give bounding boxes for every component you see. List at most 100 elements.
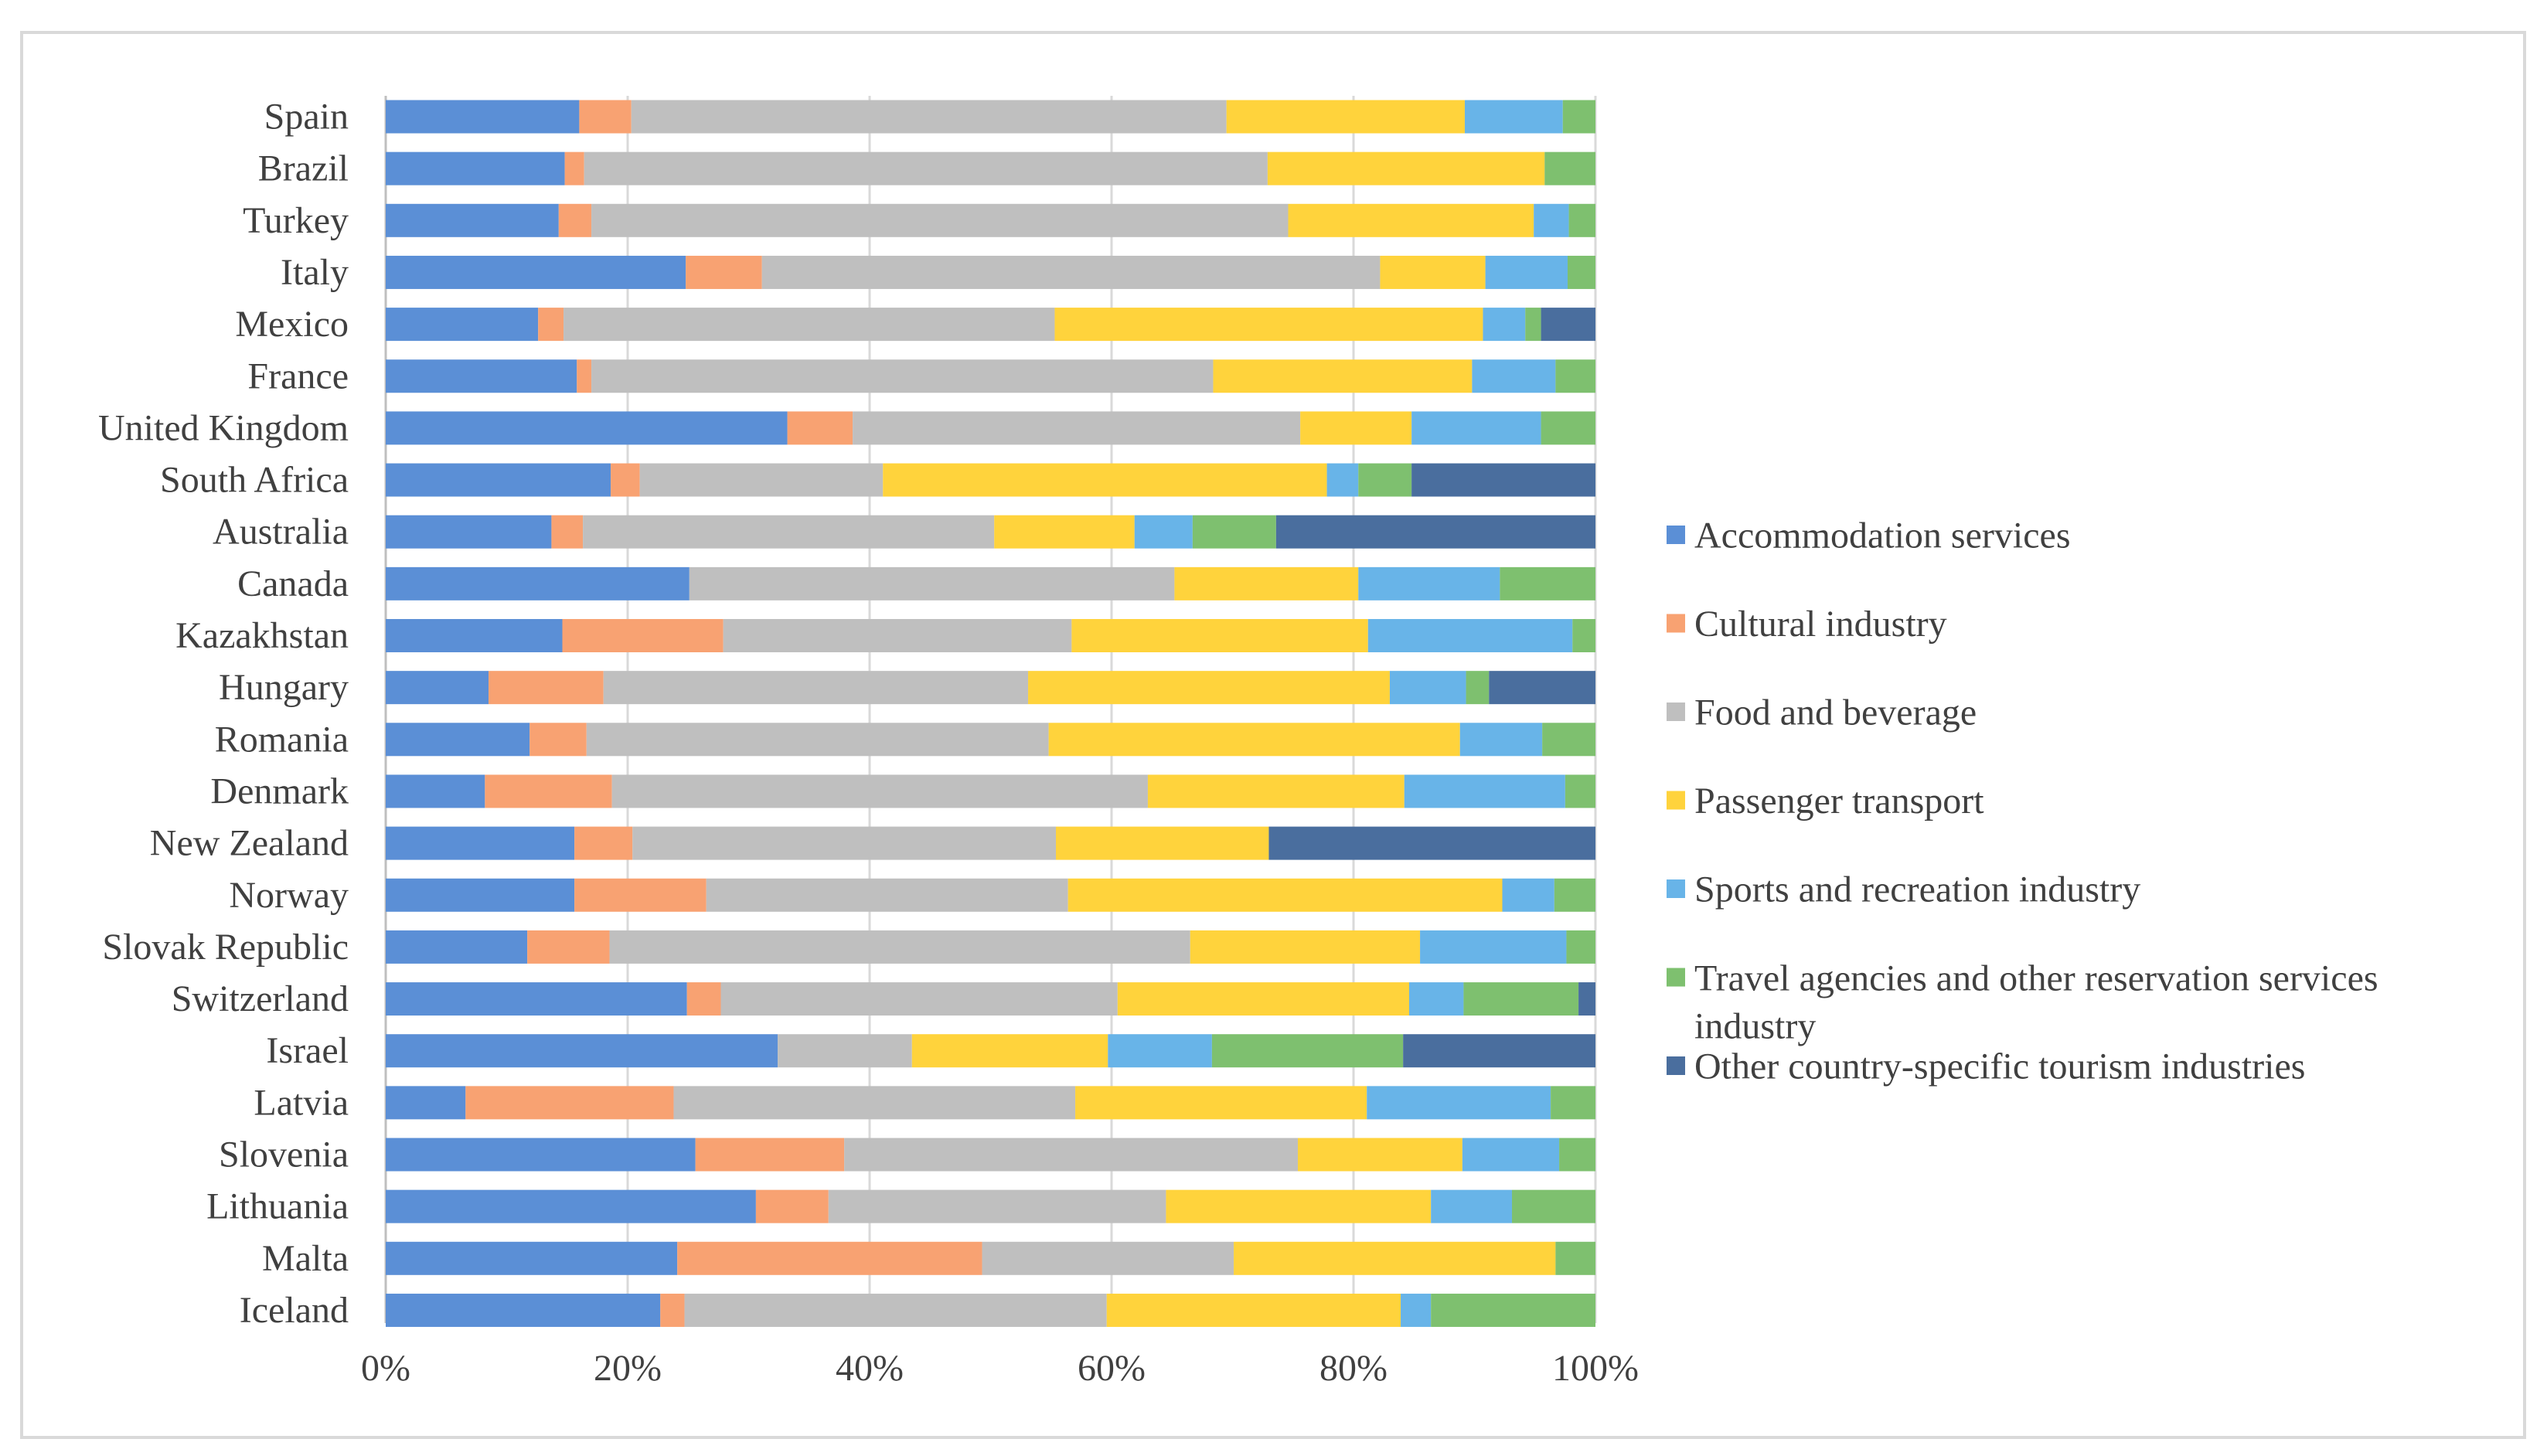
category-label-canada: Canada [237, 563, 349, 604]
bar-kazakhstan-sports-and-recreation-industry [1367, 619, 1573, 652]
bar-kazakhstan-cultural-industry [562, 619, 724, 652]
bar-italy-accommodation-services [386, 255, 686, 289]
bar-australia-passenger-transport [994, 515, 1135, 549]
legend-swatch-travel-agencies-and-other-reservation-services-industry [1667, 968, 1685, 987]
bar-iceland-food-and-beverage [684, 1293, 1107, 1327]
bar-slovak-republic-travel-agencies-and-other-reservation-services-industry [1566, 930, 1595, 964]
legend-label-accommodation-services: Accommodation services [1694, 515, 2071, 556]
category-label-lithuania: Lithuania [206, 1186, 349, 1227]
bar-australia-accommodation-services [386, 515, 552, 549]
bar-latvia-food-and-beverage [673, 1086, 1076, 1120]
legend-swatch-other-country-specific-tourism-industries [1667, 1056, 1685, 1075]
x-tick-label-80: 80% [1319, 1348, 1388, 1389]
bar-italy-food-and-beverage [761, 255, 1381, 289]
legend-swatch-cultural-industry [1667, 614, 1685, 633]
legend-swatch-sports-and-recreation-industry [1667, 879, 1685, 898]
legend-label-other-country-specific-tourism-industries: Other country-specific tourism industrie… [1694, 1046, 2305, 1087]
bar-mexico-travel-agencies-and-other-reservation-services-industry [1525, 308, 1541, 342]
bar-norway-food-and-beverage [706, 878, 1068, 912]
bar-lithuania-sports-and-recreation-industry [1431, 1189, 1513, 1223]
bar-spain-accommodation-services [386, 100, 580, 134]
bar-romania-food-and-beverage [586, 723, 1049, 757]
bar-segments [386, 100, 1595, 1327]
x-tick-label-0: 0% [361, 1348, 410, 1389]
bar-new-zealand-other-country-specific-tourism-industries [1268, 826, 1595, 860]
category-label-united-kingdom: United Kingdom [98, 407, 349, 448]
bar-united-kingdom-sports-and-recreation-industry [1411, 411, 1541, 445]
x-tick-labels: 0% 20% 40% 60% 80% 100% [361, 1348, 1639, 1389]
bar-united-kingdom-cultural-industry [787, 411, 853, 445]
bar-malta-accommodation-services [386, 1241, 678, 1275]
bar-south-africa-cultural-industry [611, 463, 640, 497]
bar-lithuania-cultural-industry [755, 1189, 829, 1223]
bar-malta-cultural-industry [677, 1241, 982, 1275]
bar-south-africa-travel-agencies-and-other-reservation-services-industry [1358, 463, 1412, 497]
bar-australia-food-and-beverage [583, 515, 995, 549]
bar-malta-passenger-transport [1234, 1241, 1556, 1275]
category-label-iceland: Iceland [240, 1290, 349, 1331]
bar-brazil-cultural-industry [564, 151, 584, 185]
bar-france-sports-and-recreation-industry [1472, 359, 1556, 393]
bar-switzerland-passenger-transport [1117, 982, 1409, 1016]
category-label-slovak-republic: Slovak Republic [102, 927, 349, 968]
bar-iceland-sports-and-recreation-industry [1401, 1293, 1432, 1327]
bar-kazakhstan-food-and-beverage [723, 619, 1072, 652]
bar-slovak-republic-sports-and-recreation-industry [1420, 930, 1567, 964]
bar-hungary-sports-and-recreation-industry [1389, 671, 1466, 705]
bar-brazil-food-and-beverage [584, 151, 1268, 185]
bar-turkey-cultural-industry [558, 203, 592, 237]
bar-slovak-republic-accommodation-services [386, 930, 528, 964]
bar-south-africa-food-and-beverage [639, 463, 884, 497]
bar-romania-cultural-industry [529, 723, 587, 757]
bar-slovenia-cultural-industry [695, 1138, 845, 1172]
bar-mexico-passenger-transport [1054, 308, 1483, 342]
legend-label-food-and-beverage: Food and beverage [1694, 692, 1977, 733]
bar-slovenia-food-and-beverage [844, 1138, 1299, 1172]
bar-latvia-accommodation-services [386, 1086, 466, 1120]
bar-switzerland-accommodation-services [386, 982, 687, 1016]
bar-turkey-food-and-beverage [591, 203, 1289, 237]
bar-romania-passenger-transport [1048, 723, 1460, 757]
legend-swatch-accommodation-services [1667, 526, 1685, 544]
legend-label-cultural-industry: Cultural industry [1694, 604, 1947, 645]
bar-israel-sports-and-recreation-industry [1108, 1034, 1212, 1068]
bar-slovenia-passenger-transport [1298, 1138, 1462, 1172]
bar-iceland-passenger-transport [1106, 1293, 1401, 1327]
bar-canada-sports-and-recreation-industry [1358, 566, 1500, 600]
bar-new-zealand-passenger-transport [1056, 826, 1269, 860]
bar-lithuania-travel-agencies-and-other-reservation-services-industry [1512, 1189, 1595, 1223]
legend-swatch-passenger-transport [1667, 791, 1685, 810]
category-label-kazakhstan: Kazakhstan [175, 615, 349, 656]
bar-norway-passenger-transport [1067, 878, 1503, 912]
category-label-italy: Italy [281, 252, 349, 293]
bar-france-food-and-beverage [591, 359, 1214, 393]
bar-hungary-other-country-specific-tourism-industries [1489, 671, 1595, 705]
bar-malta-travel-agencies-and-other-reservation-services-industry [1555, 1241, 1595, 1275]
bar-france-accommodation-services [386, 359, 577, 393]
bar-france-passenger-transport [1213, 359, 1473, 393]
bar-turkey-passenger-transport [1288, 203, 1534, 237]
legend-label-sports-and-recreation-industry: Sports and recreation industry [1694, 869, 2140, 910]
bar-iceland-cultural-industry [660, 1293, 685, 1327]
bar-latvia-passenger-transport [1075, 1086, 1367, 1120]
bar-hungary-accommodation-services [386, 671, 489, 705]
bar-turkey-accommodation-services [386, 203, 559, 237]
bar-australia-sports-and-recreation-industry [1134, 515, 1193, 549]
category-label-denmark: Denmark [210, 771, 349, 811]
category-label-hungary: Hungary [219, 667, 349, 708]
bar-australia-travel-agencies-and-other-reservation-services-industry [1192, 515, 1276, 549]
bar-norway-travel-agencies-and-other-reservation-services-industry [1554, 878, 1595, 912]
legend: Accommodation services Cultural industry F… [1667, 515, 2378, 1087]
bar-new-zealand-cultural-industry [574, 826, 633, 860]
bar-mexico-sports-and-recreation-industry [1483, 308, 1526, 342]
legend-label-passenger-transport: Passenger transport [1694, 781, 1984, 822]
legend-label-travel-agencies-and-other-reservation-services-industry: Travel agencies and other reservation se… [1694, 958, 2378, 1047]
bar-new-zealand-accommodation-services [386, 826, 575, 860]
bar-south-africa-sports-and-recreation-industry [1326, 463, 1359, 497]
category-label-south-africa: South Africa [160, 460, 349, 501]
bar-mexico-cultural-industry [538, 308, 564, 342]
bar-switzerland-cultural-industry [686, 982, 721, 1016]
bar-hungary-passenger-transport [1028, 671, 1390, 705]
bar-denmark-accommodation-services [386, 774, 485, 808]
category-label-mexico: Mexico [235, 304, 349, 345]
